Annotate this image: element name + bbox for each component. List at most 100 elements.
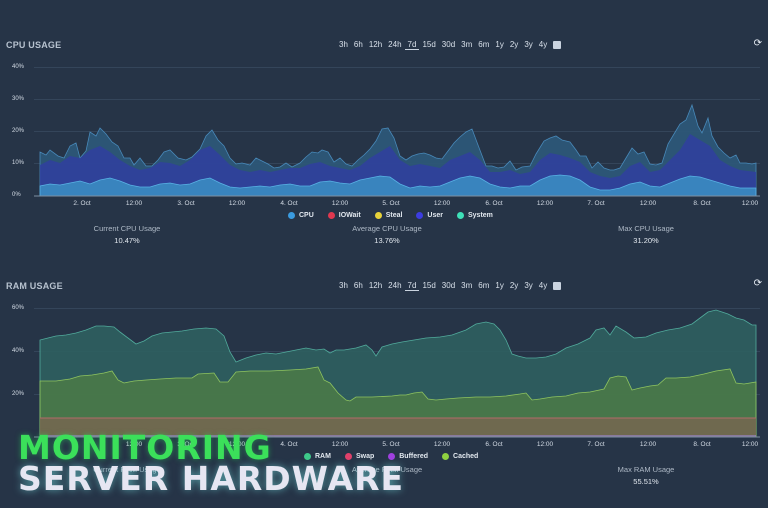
cpu-area-chart (34, 103, 760, 197)
promo-title-overlay: MONITORING SERVER HARDWARE (18, 428, 405, 499)
cpu-range-30d[interactable]: 30d (441, 40, 456, 49)
cpu-range-3h[interactable]: 3h (339, 40, 348, 49)
stat-label: Current CPU Usage (93, 224, 161, 233)
overlay-line-server-hardware: SERVER HARDWARE (18, 459, 405, 499)
grid-line (34, 131, 760, 132)
ram-range-1y[interactable]: 1y (495, 281, 504, 290)
stat-label: Max CPU Usage (618, 224, 674, 233)
ram-x-tick: 6. Oct (485, 441, 503, 448)
legend-item-user[interactable]: User (416, 212, 443, 219)
average-ram-stat: Average RAM Usage (352, 465, 422, 477)
legend-dot-icon (327, 212, 335, 219)
grid-line (34, 99, 760, 100)
cpu-range-selector: 3h 6h 12h 24h 7d 15d 30d 3m 6m 1y 2y 3y … (336, 40, 562, 50)
cpu-range-6m[interactable]: 6m (478, 40, 490, 49)
legend-item-buffered[interactable]: Buffered (388, 453, 428, 460)
legend-item-iowait[interactable]: IOWait (327, 212, 361, 219)
legend-item-cached[interactable]: Cached (442, 453, 478, 460)
calendar-icon[interactable] (553, 282, 562, 290)
cpu-range-4y[interactable]: 4y (538, 40, 548, 49)
ram-panel-title: RAM USAGE (6, 281, 63, 291)
stat-label: Current RAM Usage (93, 465, 161, 474)
ram-range-3y[interactable]: 3y (524, 281, 533, 290)
cpu-x-tick: 7. Oct (587, 200, 605, 207)
ram-range-7d[interactable]: 7d (404, 281, 420, 291)
cpu-x-tick: 12:00 (228, 200, 246, 207)
cpu-x-tick: 12:00 (433, 200, 451, 207)
calendar-icon[interactable] (553, 41, 562, 49)
legend-dot-icon (374, 212, 382, 219)
legend-label: CPU (299, 212, 314, 219)
legend-item-ram[interactable]: RAM (304, 453, 331, 460)
ram-x-tick: 12:00 (331, 441, 349, 448)
cpu-x-tick: 12:00 (741, 200, 759, 207)
ram-range-6m[interactable]: 6m (478, 281, 490, 290)
grid-line (34, 308, 760, 309)
stat-value: 31.20% (633, 236, 659, 245)
ram-y-tick: 40% (12, 348, 25, 354)
cpu-panel-title: CPU USAGE (6, 40, 62, 50)
max-ram-stat: Max RAM Usage 55.51% (618, 465, 675, 486)
cpu-y-tick: 0% (12, 192, 21, 198)
cpu-x-tick: 8. Oct (693, 200, 711, 207)
cpu-range-3m[interactable]: 3m (461, 40, 473, 49)
ram-range-15d[interactable]: 15d (422, 281, 436, 290)
cpu-usage-panel: CPU USAGE 3h 6h 12h 24h 7d 15d 30d 3m 6m… (6, 38, 762, 245)
legend-item-steal[interactable]: Steal (374, 212, 402, 219)
cpu-range-6h[interactable]: 6h (353, 40, 363, 49)
cpu-x-tick: 12:00 (125, 200, 143, 207)
current-cpu-stat: Current CPU Usage 10.47% (94, 224, 161, 245)
max-cpu-stat: Max CPU Usage 31.20% (618, 224, 674, 245)
legend-dot-icon (344, 453, 352, 460)
cpu-x-tick: 12:00 (639, 200, 657, 207)
cpu-legend: CPU IOWait Steal User System (288, 212, 493, 219)
legend-dot-icon (416, 212, 424, 219)
legend-item-system[interactable]: System (457, 212, 493, 219)
ram-x-tick: 12:00 (228, 441, 246, 448)
ram-x-tick: 12:00 (536, 441, 554, 448)
cpu-range-1y[interactable]: 1y (495, 40, 504, 49)
current-ram-stat: Current RAM Usage (93, 465, 161, 477)
ram-range-12h[interactable]: 12h (368, 281, 383, 290)
cpu-range-24h[interactable]: 24h (388, 40, 402, 49)
cpu-range-2y[interactable]: 2y (509, 40, 519, 49)
average-cpu-stat: Average CPU Usage 13.76% (352, 224, 421, 245)
ram-range-3h[interactable]: 3h (339, 281, 348, 290)
cpu-x-tick: 4. Oct (280, 200, 298, 207)
ram-range-6h[interactable]: 6h (353, 281, 363, 290)
refresh-icon[interactable]: ⟳ (753, 38, 762, 49)
stat-value: 13.76% (374, 236, 400, 245)
ram-x-tick: 12:00 (433, 441, 451, 448)
ram-y-tick: 60% (12, 305, 25, 311)
ram-x-tick: 5. Oct (382, 441, 400, 448)
legend-item-swap[interactable]: Swap (344, 453, 374, 460)
cpu-y-tick: 30% (12, 96, 25, 102)
legend-dot-icon (442, 453, 450, 460)
cpu-x-tick: 12:00 (536, 200, 554, 207)
stat-label: Average RAM Usage (351, 465, 423, 474)
ram-y-tick: 20% (12, 391, 25, 397)
cpu-x-tick: 12:00 (331, 200, 349, 207)
stat-value: 55.51% (633, 477, 659, 486)
ram-x-tick: 12:00 (125, 441, 143, 448)
ram-range-3m[interactable]: 3m (461, 281, 473, 290)
ram-range-4y[interactable]: 4y (538, 281, 548, 290)
cpu-range-15d[interactable]: 15d (422, 40, 436, 49)
refresh-icon[interactable]: ⟳ (753, 278, 762, 289)
legend-item-cpu[interactable]: CPU (288, 212, 314, 219)
ram-range-30d[interactable]: 30d (441, 281, 456, 290)
cpu-range-3y[interactable]: 3y (524, 40, 533, 49)
legend-dot-icon (288, 212, 295, 219)
overlay-line-monitoring: MONITORING (18, 428, 272, 467)
cpu-range-7d[interactable]: 7d (404, 40, 420, 50)
cpu-y-tick: 10% (12, 160, 25, 166)
cpu-range-12h[interactable]: 12h (368, 40, 383, 49)
cpu-y-tick: 40% (12, 64, 25, 70)
ram-range-24h[interactable]: 24h (388, 281, 402, 290)
ram-range-selector: 3h 6h 12h 24h 7d 15d 30d 3m 6m 1y 2y 3y … (336, 281, 562, 291)
stat-value: 10.47% (114, 236, 140, 245)
ram-x-tick: 8. Oct (693, 441, 711, 448)
ram-range-2y[interactable]: 2y (509, 281, 519, 290)
